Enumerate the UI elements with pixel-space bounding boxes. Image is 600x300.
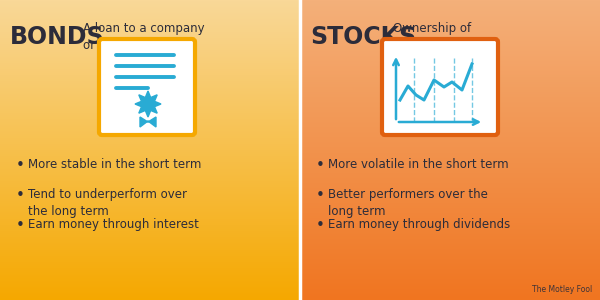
Polygon shape — [135, 91, 161, 117]
Text: More volatile in the short term: More volatile in the short term — [328, 158, 509, 171]
Text: More stable in the short term: More stable in the short term — [28, 158, 202, 171]
Text: A loan to a company
or government: A loan to a company or government — [83, 22, 205, 52]
Text: Better performers over the
long term: Better performers over the long term — [328, 188, 488, 218]
FancyBboxPatch shape — [382, 39, 498, 135]
Text: •: • — [16, 218, 25, 233]
Text: Earn money through dividends: Earn money through dividends — [328, 218, 510, 231]
Text: STOCKS: STOCKS — [310, 25, 416, 49]
FancyBboxPatch shape — [99, 39, 195, 135]
Text: Earn money through interest: Earn money through interest — [28, 218, 199, 231]
Text: •: • — [316, 188, 325, 203]
Polygon shape — [140, 117, 156, 127]
Text: •: • — [16, 188, 25, 203]
Text: •: • — [316, 158, 325, 173]
Text: Ownership of
a business: Ownership of a business — [393, 22, 471, 52]
Text: •: • — [16, 158, 25, 173]
Text: BONDS: BONDS — [10, 25, 104, 49]
Text: Tend to underperform over
the long term: Tend to underperform over the long term — [28, 188, 187, 218]
Text: The Motley Fool: The Motley Fool — [532, 285, 592, 294]
Text: •: • — [316, 218, 325, 233]
